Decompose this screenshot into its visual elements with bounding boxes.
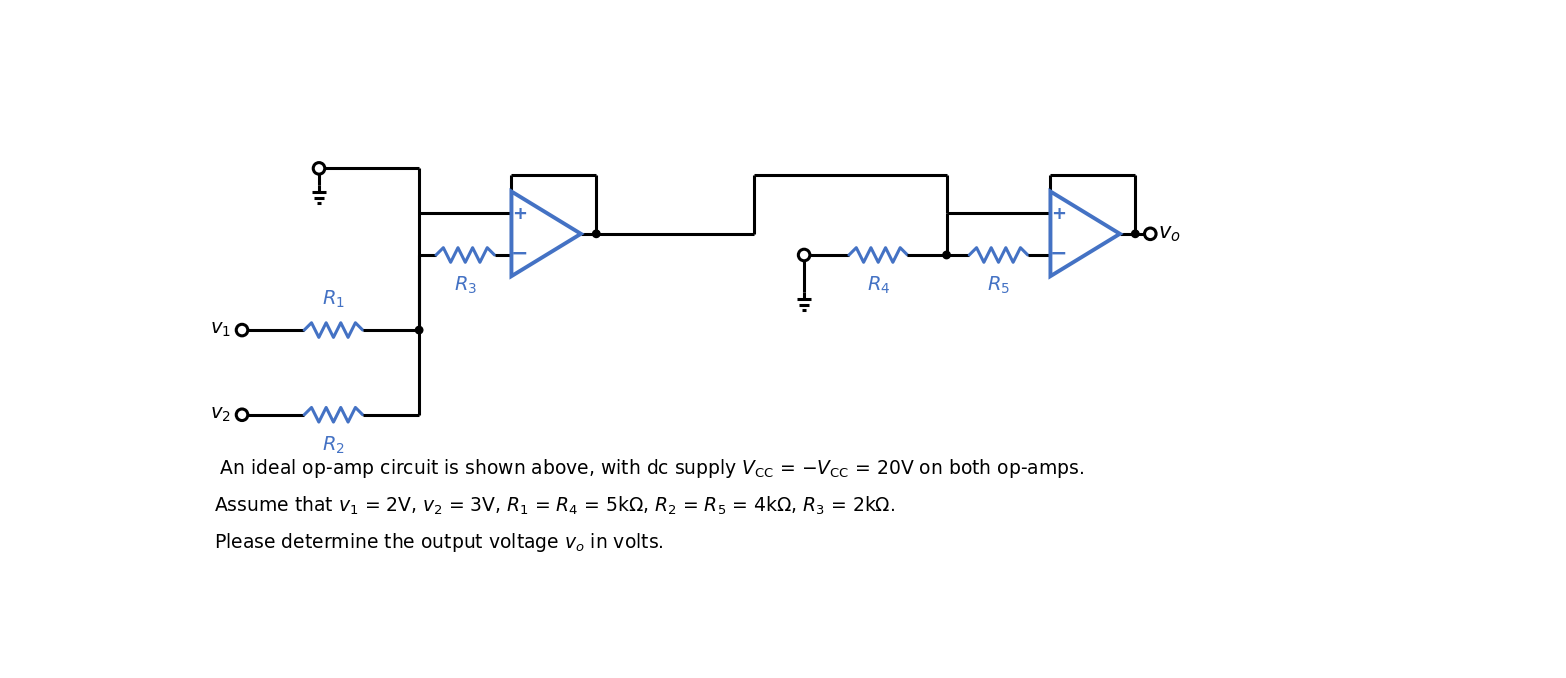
Text: $R_1$: $R_1$ [323, 289, 345, 310]
Text: $R_5$: $R_5$ [987, 275, 1010, 296]
Text: Please determine the output voltage $v_o$ in volts.: Please determine the output voltage $v_o… [213, 531, 664, 554]
Text: +: + [512, 205, 528, 223]
Text: $R_3$: $R_3$ [454, 275, 476, 296]
Circle shape [943, 252, 951, 259]
Text: An ideal op-amp circuit is shown above, with dc supply $V_{\rm CC}$ = $-V_{\rm C: An ideal op-amp circuit is shown above, … [213, 457, 1084, 480]
Circle shape [592, 230, 600, 237]
Text: $v_o$: $v_o$ [1159, 224, 1181, 243]
Text: $R_2$: $R_2$ [323, 435, 345, 456]
Text: $R_4$: $R_4$ [866, 275, 889, 296]
Text: +: + [1051, 205, 1066, 223]
Circle shape [415, 326, 423, 334]
Circle shape [1132, 230, 1138, 237]
Text: $v_1$: $v_1$ [210, 321, 230, 339]
Text: Assume that $v_1$ = 2V, $v_2$ = 3V, $R_1$ = $R_4$ = 5k$\Omega$, $R_2$ = $R_5$ = : Assume that $v_1$ = 2V, $v_2$ = 3V, $R_1… [213, 494, 894, 517]
Text: $v_2$: $v_2$ [210, 405, 230, 424]
Text: −: − [511, 243, 529, 263]
Text: −: − [1051, 243, 1068, 263]
